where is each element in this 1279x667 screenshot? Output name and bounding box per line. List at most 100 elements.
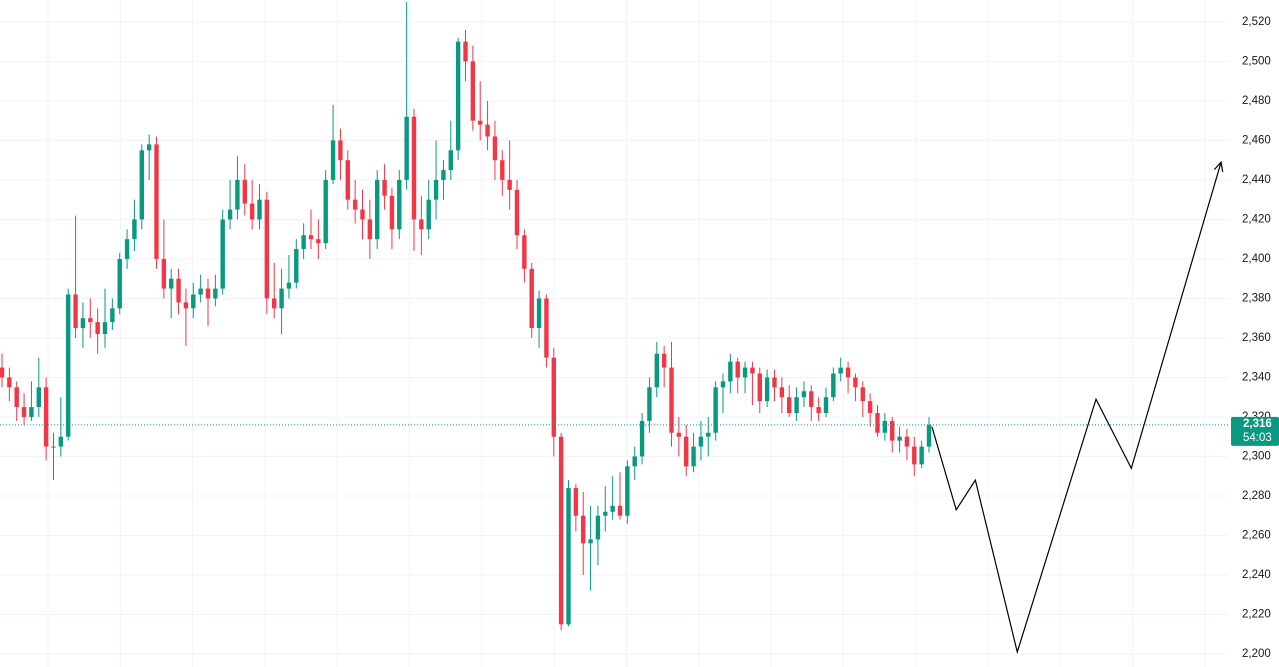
candle-body [838,367,843,374]
candle-body [794,397,799,413]
candle-body [338,140,343,161]
candle-body [14,387,19,408]
countdown-label: 54:03 [1243,432,1272,444]
y-tick-label: 2,440 [1242,174,1271,186]
candle-body [367,219,373,240]
candle-body [551,357,556,437]
candle-body [441,170,446,180]
candle-body [809,391,814,408]
candle-body [66,294,71,437]
candle-body [286,282,292,289]
candle-body [720,381,726,388]
candle-body [595,515,601,540]
candle-body [566,488,571,625]
candle-body [183,302,189,309]
candle-body [426,199,431,230]
candle-body [198,288,203,295]
candle-body [897,436,902,441]
candle-body [308,235,314,240]
candle-body [831,373,836,398]
candle-body [323,179,328,244]
candle-body [154,144,159,259]
candle-body [706,432,711,437]
candle-body [713,387,718,433]
candle-body [227,209,233,220]
candle-body [389,195,395,230]
candle-body [757,373,762,402]
candle-body [294,249,299,283]
candle-body [912,446,917,465]
y-tick-label: 2,280 [1242,490,1271,502]
candle-body [191,294,196,309]
candle-body [573,488,579,516]
candle-body [176,278,181,303]
candle-body [904,436,910,447]
candle-body [375,179,380,240]
candle-body [95,322,100,334]
candle-body [639,420,645,457]
candle-body [433,179,439,200]
candle-body [205,288,211,299]
y-tick-label: 2,240 [1242,569,1271,581]
y-tick-label: 2,500 [1242,55,1271,67]
candle-body [875,412,880,433]
candle-body [507,179,512,190]
candle-body [669,367,674,433]
y-tick-label: 2,360 [1242,332,1271,344]
y-tick-label: 2,200 [1242,648,1271,660]
candle-body [110,308,115,323]
candle-body [522,235,527,269]
candle-body [764,377,770,402]
candle-body [603,511,608,516]
candle-body [36,387,41,408]
candle-body [581,515,586,544]
candle-body [787,397,792,413]
last-price-box [1231,416,1279,446]
candle-body [860,387,865,402]
candle-body [558,436,564,625]
y-tick-label: 2,300 [1242,450,1271,462]
candle-body [845,367,851,378]
projection-line [931,161,1222,655]
candle-body [301,235,306,250]
y-tick-label: 2,380 [1242,292,1271,304]
candle-body [382,179,387,196]
candle-body [779,387,785,398]
candle-body [88,318,93,323]
candle-body [801,391,807,398]
candle-body [242,179,247,204]
candle-body [867,401,873,413]
candle-body [80,318,86,329]
candle-body [330,140,336,180]
candle-body [264,199,270,299]
candle-body [684,436,689,467]
candle-body [853,377,858,388]
candle-body [257,199,262,220]
candle-body [7,377,12,388]
candle-body [21,407,27,417]
candle-body [625,466,630,516]
y-tick-label: 2,400 [1242,253,1271,265]
candle-body [455,41,461,151]
candle-body [823,397,829,413]
candle-body [249,203,255,220]
candle-body [500,160,505,180]
candle-body [485,124,490,137]
candle-body [419,219,424,230]
candle-body [632,456,637,467]
candle-body [161,258,167,289]
candle-body [404,116,409,180]
candle-body [316,239,321,244]
y-tick-label: 2,340 [1242,371,1271,383]
y-tick-label: 2,420 [1242,213,1271,225]
last-price-label: 2,316 [1243,418,1272,430]
candle-body [397,179,402,230]
candle-body [617,505,623,516]
candle-body [514,189,520,236]
candle-body [360,209,365,220]
candle-body [544,298,549,358]
candle-body [220,219,225,289]
candle-body [0,367,5,378]
candle-body [213,288,218,299]
